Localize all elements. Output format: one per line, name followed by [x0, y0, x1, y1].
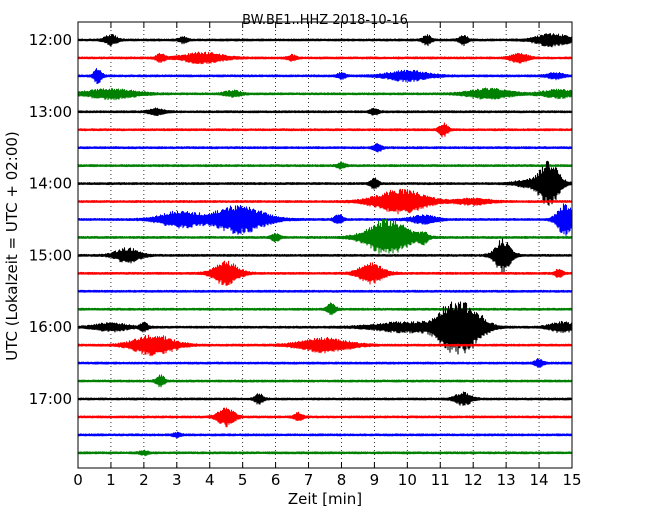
x-tick-label: 4 — [205, 471, 215, 489]
trace-15-30 — [77, 289, 573, 293]
x-axis-label: Zeit [min] — [288, 490, 362, 508]
chart-title: BW.BE1..HHZ 2018-10-16 — [242, 13, 408, 28]
trace-16-45 — [77, 374, 573, 388]
seismic-traces — [77, 33, 573, 457]
trace-17-00 — [77, 391, 573, 406]
x-tick-label: 0 — [73, 471, 83, 489]
trace-15-45 — [77, 302, 573, 316]
trace-15-00 — [77, 238, 573, 273]
trace-13-30 — [77, 143, 573, 153]
trace-14-30 — [77, 203, 573, 236]
trace-13-45 — [77, 161, 573, 170]
trace-12-00 — [77, 33, 573, 48]
trace-14-00 — [77, 160, 573, 206]
x-tick-label: 6 — [271, 471, 281, 489]
trace-12-30 — [77, 68, 573, 85]
trace-12-45 — [77, 87, 573, 101]
y-tick-label: 15:00 — [29, 246, 72, 264]
trace-17-30 — [77, 431, 573, 439]
x-tick-label: 3 — [172, 471, 182, 489]
y-tick-label: 13:00 — [29, 103, 72, 121]
trace-15-15 — [77, 260, 573, 286]
y-tick-label: 16:00 — [29, 318, 72, 336]
y-axis-label: UTC (Lokalzeit = UTC + 02:00) — [3, 131, 21, 361]
x-tick-label: 5 — [238, 471, 248, 489]
trace-16-15 — [77, 334, 573, 357]
trace-13-00 — [77, 107, 573, 117]
y-tick-label: 12:00 — [29, 31, 72, 49]
x-tick-label: 13 — [497, 471, 516, 489]
trace-17-15 — [77, 407, 573, 428]
plot-frame — [77, 21, 573, 469]
x-tick-label: 8 — [337, 471, 347, 489]
trace-13-15 — [77, 122, 573, 138]
x-tick-label: 12 — [464, 471, 483, 489]
trace-14-45 — [77, 218, 573, 254]
x-tick-label: 1 — [106, 471, 116, 489]
y-tick-label: 17:00 — [29, 390, 72, 408]
trace-16-00 — [77, 301, 573, 355]
trace-14-15 — [77, 188, 573, 215]
trace-17-45 — [77, 449, 573, 457]
x-tick-label: 11 — [431, 471, 450, 489]
trace-12-15 — [77, 51, 573, 65]
x-tick-label: 9 — [370, 471, 380, 489]
y-tick-label: 14:00 — [29, 175, 72, 193]
x-tick-label: 15 — [562, 471, 581, 489]
x-tick-label: 2 — [139, 471, 149, 489]
y-axis-ticks: 12:00 13:00 14:00 15:00 16:00 17:00 — [29, 31, 572, 408]
x-tick-label: 7 — [304, 471, 314, 489]
trace-16-30 — [77, 358, 573, 369]
x-axis-ticks: 0 1 2 3 4 5 6 7 8 9 10 11 12 13 14 15 — [73, 22, 582, 489]
x-tick-label: 14 — [530, 471, 549, 489]
x-tick-label: 10 — [398, 471, 417, 489]
